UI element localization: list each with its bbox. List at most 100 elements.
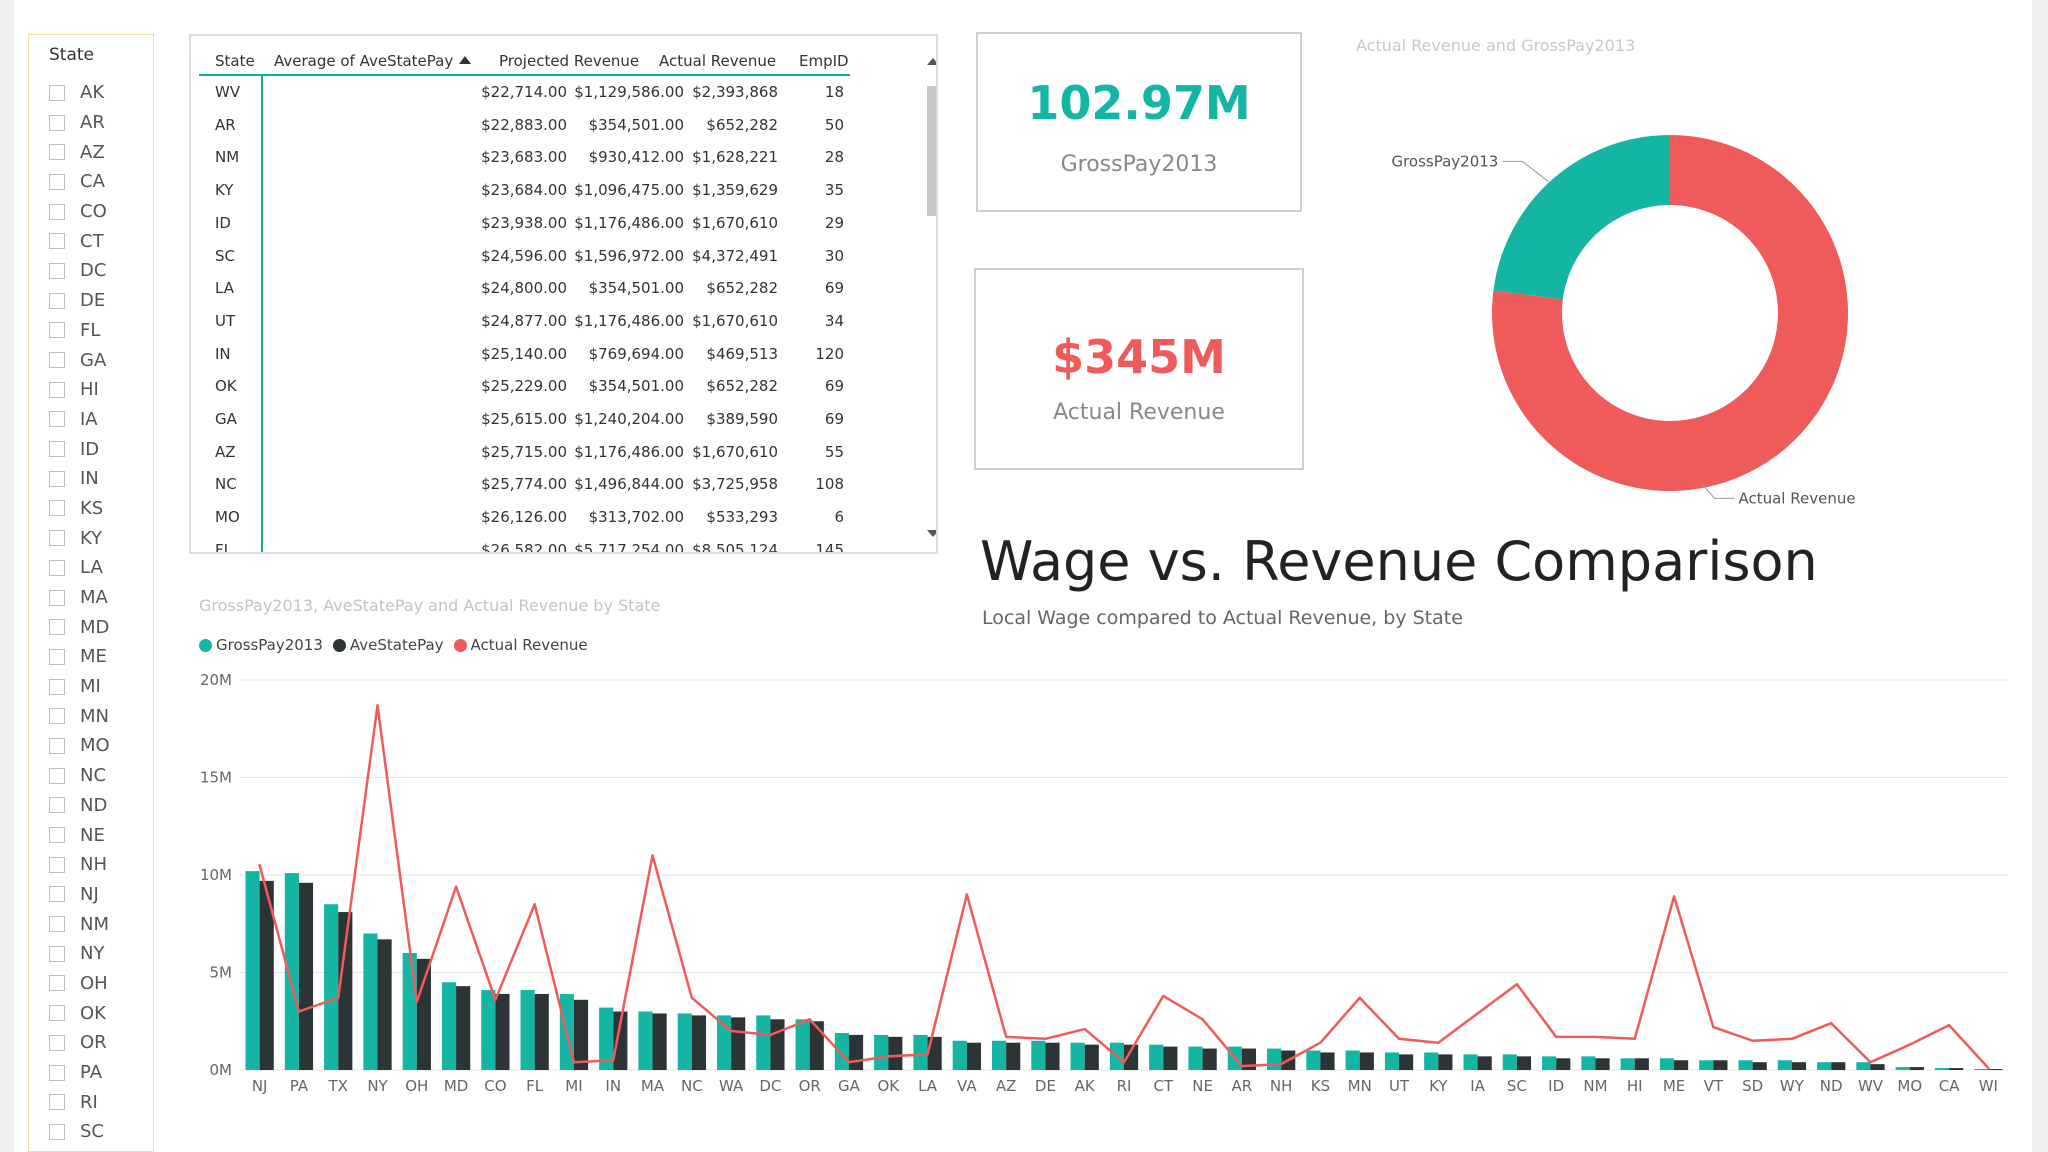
col-header-empid[interactable]: EmpID xyxy=(799,52,849,70)
table-row[interactable]: NM $23,683.00 $930,412.00 $1,628,221 28 xyxy=(199,141,850,174)
table-row[interactable]: NC $25,774.00 $1,496,844.00 $3,725,958 108 xyxy=(199,468,850,501)
slicer-checkbox[interactable] xyxy=(49,1034,65,1051)
slicer-item[interactable]: NM xyxy=(49,909,110,939)
bar-avestatepay[interactable] xyxy=(1988,1069,2003,1070)
slicer-checkbox[interactable] xyxy=(49,322,65,339)
bar-grosspay2013[interactable] xyxy=(991,1040,1007,1070)
slicer-checkbox[interactable] xyxy=(49,233,65,250)
slicer-checkbox[interactable] xyxy=(49,173,65,190)
slicer-checkbox[interactable] xyxy=(49,144,65,161)
slicer-item[interactable]: NJ xyxy=(49,880,110,910)
slicer-checkbox[interactable] xyxy=(49,886,65,903)
bar-avestatepay[interactable] xyxy=(1438,1054,1453,1070)
bar-grosspay2013[interactable] xyxy=(402,953,417,1070)
slicer-checkbox[interactable] xyxy=(49,1123,65,1140)
slicer-checkbox[interactable] xyxy=(49,589,65,606)
bar-grosspay2013[interactable] xyxy=(1188,1046,1203,1070)
slicer-checkbox[interactable] xyxy=(49,470,65,487)
slicer-item[interactable]: FL xyxy=(49,316,110,346)
table-row[interactable]: AR $22,883.00 $354,501.00 $652,282 50 xyxy=(199,109,850,142)
slicer-item[interactable]: CO xyxy=(49,197,110,227)
bar-avestatepay[interactable] xyxy=(259,880,274,1070)
bar-grosspay2013[interactable] xyxy=(1149,1044,1164,1070)
bar-avestatepay[interactable] xyxy=(691,1015,706,1070)
table-row[interactable]: UT $24,877.00 $1,176,486.00 $1,670,610 34 xyxy=(199,305,850,338)
bar-grosspay2013[interactable] xyxy=(1384,1052,1400,1070)
bar-grosspay2013[interactable] xyxy=(1306,1050,1321,1071)
bar-avestatepay[interactable] xyxy=(1831,1062,1846,1070)
table-row[interactable]: IN $25,140.00 $769,694.00 $469,513 120 xyxy=(199,338,850,371)
bar-avestatepay[interactable] xyxy=(1556,1058,1571,1070)
bar-grosspay2013[interactable] xyxy=(1424,1052,1439,1070)
bar-avestatepay[interactable] xyxy=(1399,1054,1414,1070)
slicer-item[interactable]: GA xyxy=(49,345,110,375)
slicer-item[interactable]: MI xyxy=(49,672,110,702)
bar-grosspay2013[interactable] xyxy=(284,873,299,1070)
bar-avestatepay[interactable] xyxy=(1163,1046,1178,1070)
bar-avestatepay[interactable] xyxy=(1006,1042,1021,1070)
bar-avestatepay[interactable] xyxy=(495,993,510,1070)
bar-grosspay2013[interactable] xyxy=(245,871,260,1070)
table-row[interactable]: OK $25,229.00 $354,501.00 $652,282 69 xyxy=(199,370,850,403)
slicer-item[interactable]: OK xyxy=(49,998,110,1028)
slicer-item[interactable]: MA xyxy=(49,583,110,613)
bar-avestatepay[interactable] xyxy=(1949,1068,1964,1070)
bar-grosspay2013[interactable] xyxy=(1345,1050,1360,1071)
bar-grosspay2013[interactable] xyxy=(441,982,457,1070)
table-row[interactable]: KY $23,684.00 $1,096,475.00 $1,359,629 35 xyxy=(199,174,850,207)
table-row[interactable]: AZ $25,715.00 $1,176,486.00 $1,670,610 55 xyxy=(199,436,850,469)
bar-grosspay2013[interactable] xyxy=(1463,1054,1478,1070)
slicer-item[interactable]: MN xyxy=(49,701,110,731)
slicer-item[interactable]: MD xyxy=(49,612,110,642)
bar-avestatepay[interactable] xyxy=(1516,1056,1532,1070)
slicer-item[interactable]: NY xyxy=(49,939,110,969)
slicer-item[interactable]: KY xyxy=(49,523,110,553)
bar-grosspay2013[interactable] xyxy=(1856,1062,1871,1070)
slicer-item[interactable]: NC xyxy=(49,761,110,791)
bar-avestatepay[interactable] xyxy=(1045,1042,1060,1070)
bar-avestatepay[interactable] xyxy=(1320,1052,1335,1070)
bar-avestatepay[interactable] xyxy=(1595,1058,1610,1070)
slicer-item[interactable]: RI xyxy=(49,1087,110,1117)
bar-avestatepay[interactable] xyxy=(888,1036,903,1070)
bar-grosspay2013[interactable] xyxy=(756,1015,771,1070)
slicer-item[interactable]: MO xyxy=(49,731,110,761)
bar-avestatepay[interactable] xyxy=(1674,1060,1689,1070)
bar-grosspay2013[interactable] xyxy=(324,904,339,1070)
bar-avestatepay[interactable] xyxy=(613,1011,628,1071)
bar-avestatepay[interactable] xyxy=(1477,1056,1492,1070)
slicer-item[interactable]: IA xyxy=(49,405,110,435)
slicer-item[interactable]: NH xyxy=(49,850,110,880)
bar-avestatepay[interactable] xyxy=(652,1013,667,1070)
slicer-item[interactable]: PA xyxy=(49,1058,110,1088)
slicer-checkbox[interactable] xyxy=(49,411,65,428)
table-row[interactable]: LA $24,800.00 $354,501.00 $652,282 69 xyxy=(199,272,850,305)
legend-item[interactable]: Actual Revenue xyxy=(453,636,588,654)
bar-grosspay2013[interactable] xyxy=(1581,1056,1596,1070)
slicer-checkbox[interactable] xyxy=(49,84,65,101)
slicer-checkbox[interactable] xyxy=(49,203,65,220)
table-row[interactable]: ID $23,938.00 $1,176,486.00 $1,670,610 29 xyxy=(199,207,850,240)
bar-grosspay2013[interactable] xyxy=(795,1019,810,1070)
bar-grosspay2013[interactable] xyxy=(520,990,535,1070)
bar-avestatepay[interactable] xyxy=(1713,1060,1728,1070)
bar-avestatepay[interactable] xyxy=(1202,1048,1217,1070)
slicer-checkbox[interactable] xyxy=(49,292,65,309)
bar-grosspay2013[interactable] xyxy=(1070,1042,1085,1070)
slicer-checkbox[interactable] xyxy=(49,1094,65,1111)
donut-slice-actual-revenue[interactable] xyxy=(1492,135,1848,492)
bar-avestatepay[interactable] xyxy=(1870,1064,1885,1070)
bar-grosspay2013[interactable] xyxy=(874,1034,889,1070)
slicer-checkbox[interactable] xyxy=(49,441,65,458)
bar-grosspay2013[interactable] xyxy=(1895,1067,1910,1070)
bar-grosspay2013[interactable] xyxy=(1817,1062,1832,1070)
slicer-checkbox[interactable] xyxy=(49,619,65,636)
bar-grosspay2013[interactable] xyxy=(1542,1056,1557,1070)
table-row[interactable]: SC $24,596.00 $1,596,972.00 $4,372,491 30 xyxy=(199,240,850,273)
slicer-checkbox[interactable] xyxy=(49,767,65,784)
bar-avestatepay[interactable] xyxy=(1084,1044,1099,1070)
slicer-checkbox[interactable] xyxy=(49,916,65,933)
slicer-item[interactable]: NE xyxy=(49,820,110,850)
bar-avestatepay[interactable] xyxy=(966,1042,981,1070)
bar-grosspay2013[interactable] xyxy=(1502,1054,1517,1070)
